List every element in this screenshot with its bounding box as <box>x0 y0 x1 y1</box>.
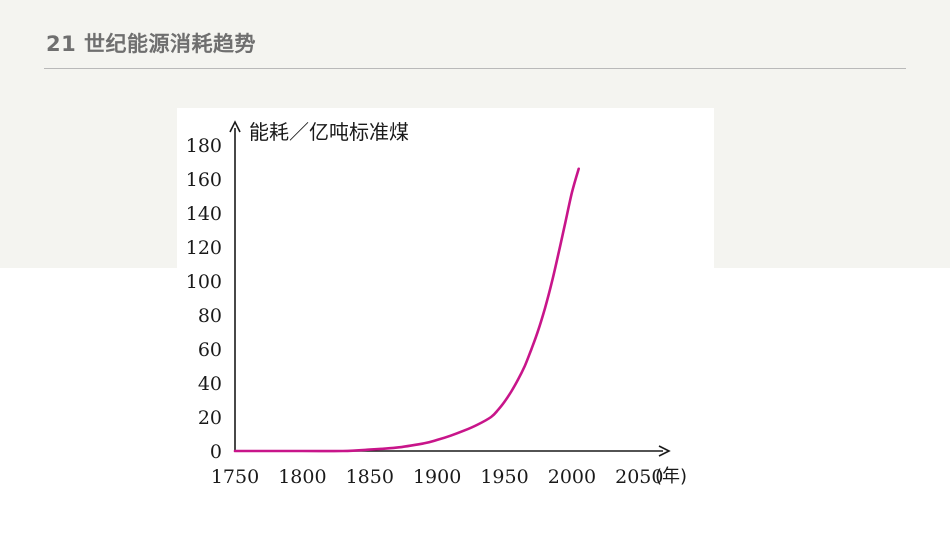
y-axis-arrow <box>229 120 241 133</box>
y-tick-labels: 0 20 40 60 80 100 120 140 160 180 <box>186 135 222 463</box>
x-axis-unit: (年) <box>655 466 687 487</box>
x-tick-label: 1900 <box>413 466 461 488</box>
y-tick-label: 0 <box>210 441 222 463</box>
y-tick-label: 20 <box>198 407 222 429</box>
y-tick-label: 160 <box>186 169 222 191</box>
energy-consumption-chart: 0 20 40 60 80 100 120 140 160 180 1750 1800 1850 190… <box>186 120 687 488</box>
energy-consumption-line <box>233 167 580 453</box>
y-tick-label: 180 <box>186 135 222 157</box>
chart-axes <box>229 120 671 457</box>
x-tick-label: 2050 <box>615 466 663 488</box>
x-tick-labels: 1750 1800 1850 1900 1950 2000 2050 <box>211 466 664 488</box>
x-tick-label: 1950 <box>480 466 528 488</box>
y-tick-label: 60 <box>198 339 222 361</box>
chart-panel: 0 20 40 60 80 100 120 140 160 180 1750 1800 1850 190… <box>177 108 714 492</box>
x-axis-arrow <box>658 445 671 457</box>
y-tick-label: 40 <box>198 373 222 395</box>
chart-series <box>233 167 580 453</box>
y-axis-title: 能耗／亿吨标准煤 <box>249 120 409 144</box>
slide-title: 21 世纪能源消耗趋势 <box>46 32 257 56</box>
y-tick-label: 140 <box>186 203 222 225</box>
title-divider <box>44 68 906 69</box>
y-tick-label: 120 <box>186 237 222 259</box>
x-tick-label: 1850 <box>346 466 394 488</box>
x-tick-label: 2000 <box>548 466 596 488</box>
x-tick-label: 1800 <box>278 466 326 488</box>
y-tick-label: 80 <box>198 305 222 327</box>
x-tick-label: 1750 <box>211 466 259 488</box>
y-tick-label: 100 <box>186 271 222 293</box>
